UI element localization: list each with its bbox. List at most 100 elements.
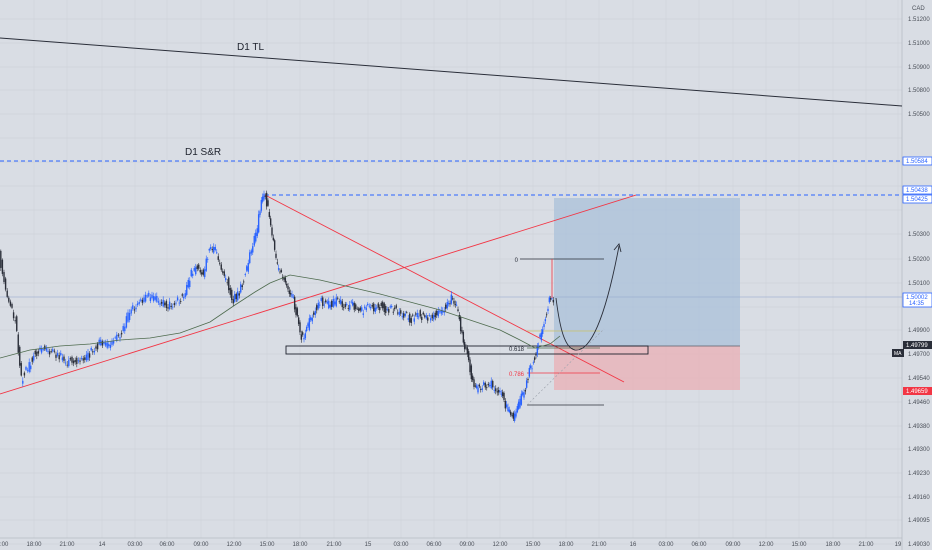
candle-body: [231, 289, 233, 300]
candle-body: [422, 312, 424, 315]
candle-body: [141, 299, 144, 303]
candle-body: [461, 330, 463, 333]
candle-body: [374, 307, 376, 312]
time-tick-label: 21:00: [59, 542, 75, 548]
time-tick-label: 09:00: [193, 542, 209, 548]
candle-body: [82, 358, 84, 361]
candle-body: [256, 228, 258, 236]
time-tick-label: 16: [630, 542, 637, 548]
candle-body: [4, 278, 7, 290]
candle-body: [352, 301, 354, 306]
candle-body: [319, 304, 321, 306]
candle-body: [109, 344, 112, 348]
candle-body: [349, 304, 351, 310]
time-tick-label: 06:00: [691, 542, 707, 548]
time-tick-label: 21:00: [858, 542, 874, 548]
candle-body: [229, 288, 231, 295]
time-tick-label: 18:00: [292, 542, 308, 548]
candle-body: [280, 270, 283, 272]
candle-body: [359, 307, 361, 311]
price-label-text: 1.50438: [906, 188, 928, 194]
candle-body: [234, 294, 236, 302]
time-tick-label: 09:00: [725, 542, 741, 548]
price-tick-label: 1.49300: [908, 447, 930, 453]
candle-body: [186, 285, 188, 295]
candle-body: [156, 295, 158, 302]
candle-body: [446, 302, 448, 309]
time-tick-label: 06:00: [159, 542, 175, 548]
candle-body: [477, 387, 479, 393]
candle-body: [93, 350, 96, 353]
price-tick-label: 1.49160: [908, 495, 930, 501]
candle-body: [106, 342, 108, 348]
candle-body: [103, 342, 105, 344]
candle-body: [455, 304, 458, 306]
candle-body: [271, 227, 273, 236]
candle-body: [397, 312, 399, 314]
candle-body: [480, 389, 482, 390]
candle-body: [469, 359, 471, 373]
candle-body: [220, 264, 222, 270]
candle-body: [440, 310, 442, 314]
candle-body: [63, 356, 65, 361]
candle-body: [449, 303, 451, 305]
candle-body: [548, 297, 551, 303]
price-label-text: 1.49659: [906, 389, 928, 395]
fib-786-label: 0.786: [509, 372, 525, 378]
candle-body: [483, 382, 485, 385]
candle-body: [521, 392, 524, 395]
candle-body: [261, 196, 264, 202]
candle-body: [475, 385, 478, 389]
candle-body: [237, 291, 239, 301]
time-tick-label: 15:00: [525, 542, 541, 548]
time-tick-label: 18:00: [825, 542, 841, 548]
candle-body: [291, 294, 293, 297]
candle-body: [192, 273, 194, 276]
candle-body: [223, 271, 225, 276]
candle-body: [175, 302, 177, 304]
candle-body: [395, 305, 397, 308]
candle-body: [380, 302, 382, 307]
candle-body: [181, 294, 183, 296]
candle-body: [316, 305, 318, 311]
candle-body: [222, 271, 224, 273]
candle-body: [12, 312, 15, 319]
candle-body: [419, 310, 421, 317]
price-label-text: 1.50584: [906, 159, 928, 165]
candle-body: [269, 218, 272, 226]
candle-body: [533, 357, 536, 360]
candle-body: [362, 313, 364, 315]
candle-body: [45, 347, 48, 351]
candle-body: [144, 294, 147, 302]
candle-body: [36, 351, 38, 356]
candle-body: [451, 298, 454, 300]
candle-body: [511, 414, 513, 416]
candle-body: [551, 297, 553, 299]
d1-tl-label: D1 TL: [237, 42, 264, 53]
candle-body: [412, 314, 414, 316]
candle-body: [20, 363, 22, 376]
candle-body: [382, 301, 384, 309]
loss-zone: [554, 346, 740, 390]
candle-body: [19, 346, 21, 366]
time-tick-label: 09:00: [459, 542, 475, 548]
candle-body: [462, 332, 465, 343]
candle-body: [48, 351, 51, 355]
candle-body: [279, 271, 281, 273]
candle-body: [513, 413, 516, 421]
candle-body: [427, 317, 429, 321]
candle-body: [344, 304, 346, 308]
candle-body: [253, 235, 255, 246]
candle-body: [259, 211, 261, 215]
price-tick-label: 1.49900: [908, 328, 930, 334]
candle-body: [143, 297, 145, 302]
price-tick-label: 1.49230: [908, 471, 930, 477]
candle-body: [265, 192, 268, 207]
candle-body: [517, 401, 520, 410]
time-tick-label: 12:00: [758, 542, 774, 548]
candle-body: [295, 306, 297, 315]
candle-body: [76, 357, 78, 365]
candle-body: [64, 362, 67, 364]
